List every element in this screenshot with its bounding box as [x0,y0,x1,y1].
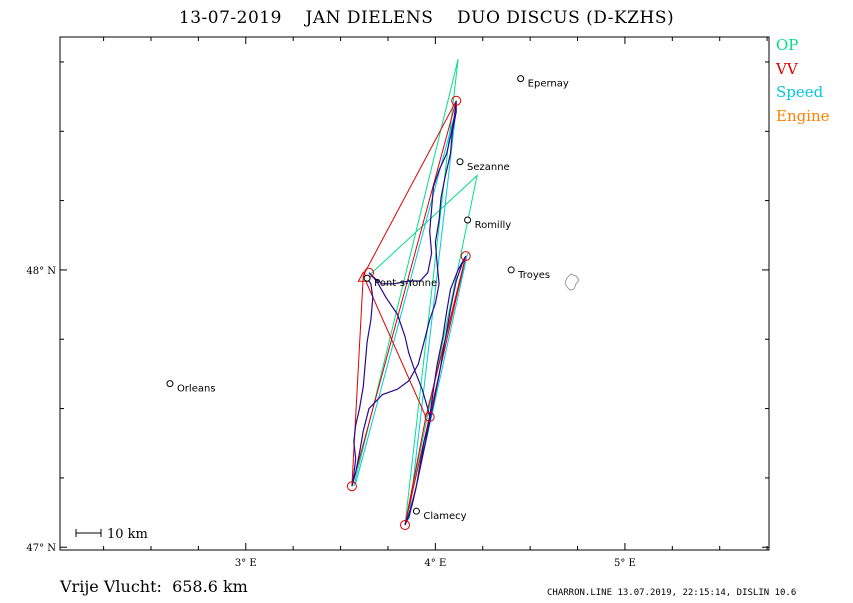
lake-shape [564,273,580,291]
scale-bar: 10 km [75,527,148,542]
city-label: Epernay [528,79,569,90]
legend: OP VV Speed Engine [776,34,830,128]
lat-tick-label: 47° N [26,543,56,554]
credits-label: CHARRON.LINE 13.07.2019, 22:15:14, DISLI… [547,588,797,598]
lat-tick-label: 48° N [26,266,56,277]
turnpoint-marker [460,251,471,262]
scale-bar-label: 10 km [107,527,148,542]
city-label: Troyes [517,270,550,281]
legend-item-op: OP [776,36,799,54]
city-label: Clamecy [423,511,466,522]
route-layer [351,59,478,526]
legend-item-speed: Speed [776,83,824,101]
lake-outline [564,273,580,291]
lon-tick-label: 3° E [235,558,257,569]
legend-item-engine: Engine [776,106,830,125]
city-marker [412,507,420,515]
lon-tick-label: 4° E [424,558,446,569]
city-marker [464,216,472,224]
chart-title: 13-07-2019 JAN DIELENS DUO DISCUS (D-KZH… [178,8,675,28]
axis-ticks: 3° E 4° E 5° E 48° N 47° N [26,37,769,569]
city-marker [517,75,525,83]
turnpoint-marker [346,481,357,492]
city-marker [166,380,174,388]
turnpoint-marker [451,95,462,106]
map-frame [59,36,770,551]
city-marker [363,274,371,282]
city-marker [507,266,515,274]
turnpoint-marker [424,411,435,422]
city-label: Orleans [177,384,216,395]
city-layer: Epernay Sezanne Romilly Troyes Pont-s-Yonne O… [166,75,569,522]
lon-tick-label: 5° E [614,558,636,569]
legend-item-vv: VV [776,59,798,78]
city-label: Pont-s-Yonne [374,278,437,289]
city-label: Romilly [475,220,512,231]
turnpoint-marker [400,520,411,531]
route-vv-line [351,100,467,526]
distance-label: Vrije Vlucht: 658.6 km [60,577,248,596]
city-marker [456,158,464,166]
city-label: Sezanne [467,162,510,173]
